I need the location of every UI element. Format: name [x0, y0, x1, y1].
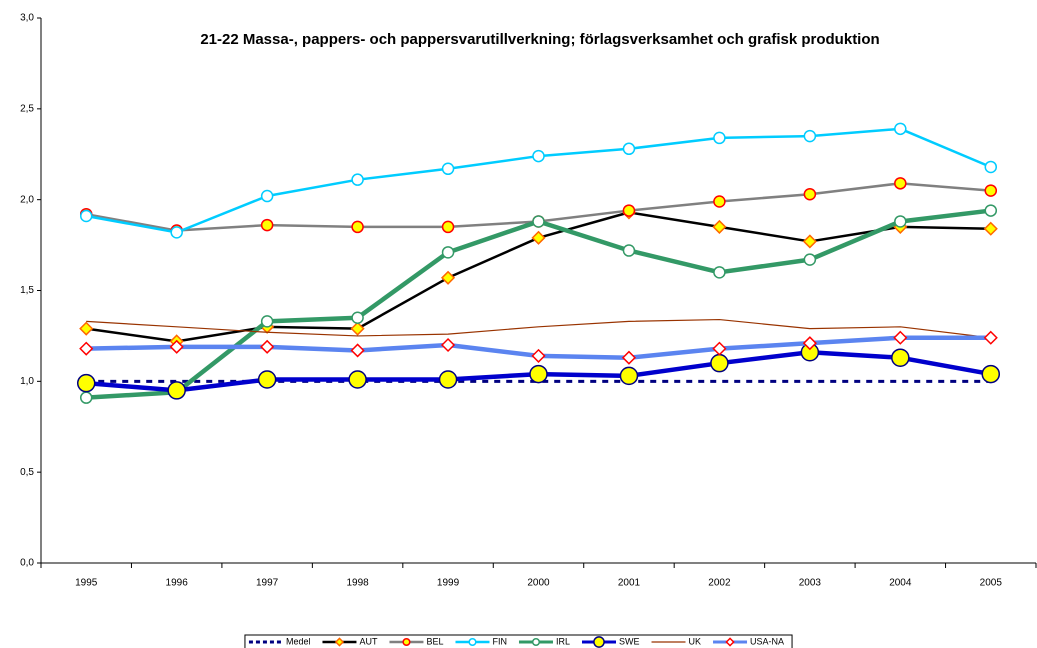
point — [803, 129, 817, 143]
point — [170, 226, 183, 239]
x-tick-label: 2005 — [980, 578, 1003, 589]
point — [891, 348, 910, 367]
point — [622, 204, 636, 217]
point — [713, 195, 726, 208]
point — [802, 336, 817, 351]
point — [76, 373, 96, 393]
x-tick-label: 2000 — [527, 578, 550, 589]
point — [893, 330, 908, 345]
point — [350, 321, 365, 336]
legend-label: USA-NA — [750, 636, 784, 646]
x-tick-label: 2004 — [889, 578, 912, 589]
y-tick-label: 2,5 — [20, 103, 34, 114]
x-tick-label: 2002 — [708, 578, 731, 589]
point — [803, 187, 817, 201]
point — [79, 391, 93, 404]
legend-label: Medel — [286, 636, 311, 646]
y-tick-label: 1,0 — [20, 376, 34, 387]
point — [894, 177, 907, 190]
chart-title: 21-22 Massa-, pappers- och pappersvaruti… — [200, 31, 879, 48]
point — [260, 189, 274, 203]
point — [712, 341, 727, 356]
point — [79, 341, 94, 356]
point — [593, 636, 605, 648]
point — [619, 366, 639, 386]
legend-label: AUT — [359, 636, 378, 646]
point — [532, 149, 545, 163]
point — [441, 162, 455, 176]
point — [725, 637, 735, 647]
x-tick-label: 2003 — [799, 578, 822, 589]
x-tick-label: 2001 — [618, 578, 641, 589]
point — [79, 209, 93, 223]
legend-box — [244, 634, 793, 648]
point — [260, 315, 274, 328]
point — [531, 230, 546, 245]
point — [531, 637, 541, 647]
point — [529, 364, 548, 384]
y-tick-label: 2,0 — [20, 194, 34, 205]
point — [984, 204, 998, 217]
point — [622, 142, 636, 156]
x-tick-label: 1996 — [166, 578, 189, 589]
x-tick-label: 1998 — [346, 578, 369, 589]
point — [440, 337, 456, 353]
point — [402, 637, 411, 647]
point — [532, 215, 545, 228]
point — [79, 321, 94, 336]
point — [531, 348, 546, 363]
y-tick-label: 0,0 — [20, 558, 34, 569]
point — [622, 244, 636, 257]
point — [438, 370, 458, 389]
legend: Medel AUT BEL FIN IRL SWE UK USA-NA — [244, 634, 793, 648]
point — [260, 339, 275, 354]
point — [621, 350, 637, 365]
point — [257, 370, 277, 389]
point — [351, 173, 364, 186]
series-line — [86, 318, 991, 339]
point — [260, 218, 274, 232]
point — [981, 364, 1001, 384]
x-tick-label: 1997 — [256, 578, 279, 589]
x-tick-label: 1999 — [437, 578, 460, 589]
y-tick-label: 1,5 — [20, 285, 34, 296]
point — [713, 266, 726, 279]
point — [334, 637, 345, 647]
point — [894, 122, 907, 136]
legend-label: IRL — [556, 636, 570, 646]
x-tick-label: 1995 — [75, 578, 98, 589]
point — [167, 381, 186, 400]
legend-label: FIN — [492, 636, 507, 646]
point — [441, 246, 455, 259]
point — [712, 219, 727, 234]
legend-label: BEL — [426, 636, 443, 646]
legend-label: UK — [689, 636, 702, 646]
point — [441, 220, 455, 234]
point — [348, 370, 367, 389]
point — [351, 220, 364, 234]
point — [984, 160, 998, 174]
point — [803, 253, 817, 266]
point — [713, 131, 726, 145]
y-tick-label: 0,5 — [20, 467, 34, 478]
point — [983, 221, 998, 236]
point — [983, 330, 998, 345]
y-tick-label: 3,0 — [20, 13, 34, 24]
point — [802, 234, 817, 249]
legend-label: SWE — [619, 636, 640, 646]
point — [350, 343, 365, 358]
point — [440, 270, 456, 285]
point — [984, 184, 998, 197]
point — [169, 339, 184, 354]
point — [468, 637, 477, 647]
point — [351, 311, 364, 324]
point — [894, 215, 907, 228]
point — [710, 353, 729, 373]
